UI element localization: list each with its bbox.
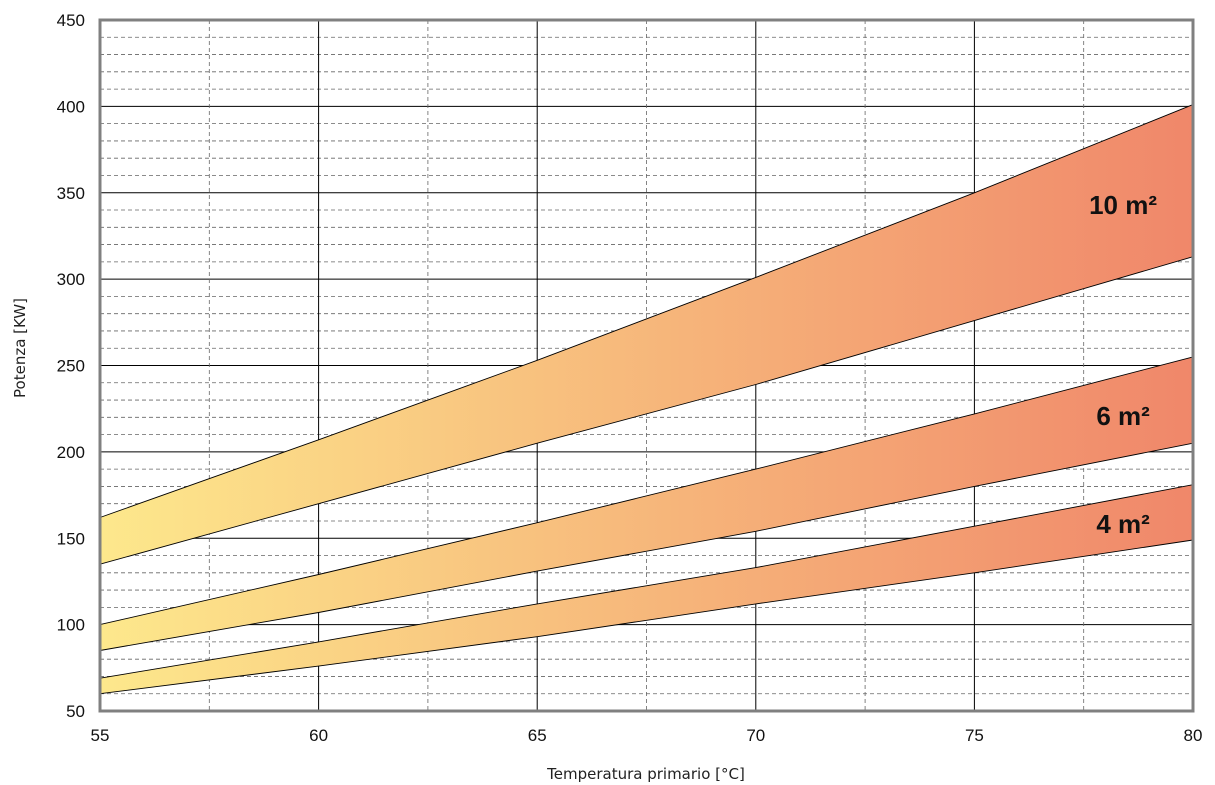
x-tick-label: 80: [1184, 726, 1203, 745]
band-label: 6 m²: [1096, 401, 1150, 431]
plot-frame: [98, 18, 1195, 713]
tick-labels: 55 60 65 70 75 80 50 100 150 200 250 300 350 400 450: [57, 11, 1203, 745]
band-labels: 10 m² 6 m² 4 m²: [1089, 190, 1157, 539]
y-tick-label: 450: [57, 11, 85, 30]
y-tick-label: 300: [57, 270, 85, 289]
x-axis-title: Temperatura primario [°C]: [546, 765, 745, 783]
y-tick-label: 150: [57, 529, 85, 548]
y-tick-label: 50: [66, 702, 85, 721]
band-label: 4 m²: [1096, 509, 1150, 539]
bands: [99, 104, 1194, 695]
band-lower-line: [99, 256, 1194, 565]
x-tick-label: 65: [528, 726, 547, 745]
band-lower-line: [99, 442, 1194, 651]
band-lower-line: [99, 539, 1194, 695]
x-tick-label: 70: [746, 726, 765, 745]
y-axis-title: Potenza [KW]: [11, 298, 29, 398]
x-tick-label: 75: [965, 726, 984, 745]
band-area: [100, 104, 1193, 565]
y-tick-label: 100: [57, 616, 85, 635]
y-tick-label: 400: [57, 97, 85, 116]
y-tick-label: 200: [57, 443, 85, 462]
band-upper-line: [99, 356, 1194, 626]
band-label: 10 m²: [1089, 190, 1157, 220]
x-tick-label: 60: [309, 726, 328, 745]
y-tick-label: 250: [57, 357, 85, 376]
x-tick-label: 55: [91, 726, 110, 745]
band-upper-line: [99, 484, 1194, 679]
y-tick-label: 350: [57, 184, 85, 203]
band-area: [100, 356, 1193, 651]
band-upper-line: [99, 104, 1194, 518]
